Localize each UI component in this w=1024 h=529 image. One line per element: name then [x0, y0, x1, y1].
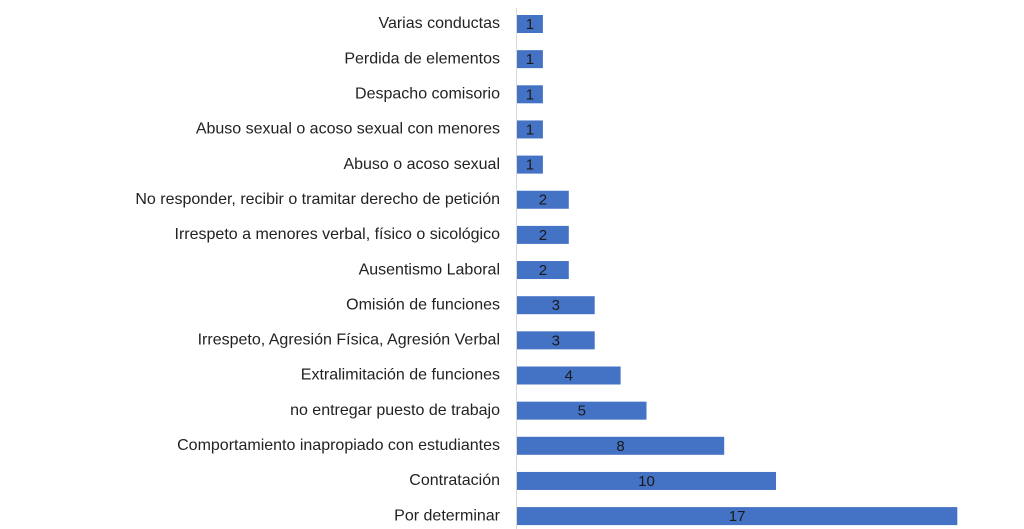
y-tick-label: Omisión de funciones	[346, 296, 500, 313]
bar	[517, 471, 776, 490]
bar	[517, 225, 569, 244]
value-label: 3	[552, 297, 560, 314]
value-label: 1	[526, 157, 534, 174]
bar	[517, 50, 543, 69]
value-label: 2	[539, 227, 547, 244]
y-tick-label: no entregar puesto de trabajo	[290, 402, 500, 419]
value-label: 1	[526, 86, 534, 103]
y-tick-label: Abuso o acoso sexual	[343, 156, 500, 173]
bar	[517, 261, 569, 280]
y-tick-label: Contratación	[409, 472, 500, 489]
bar	[517, 15, 543, 33]
y-tick-label: Despacho comisorio	[355, 86, 500, 103]
bar	[517, 436, 725, 455]
y-tick-label: Perdida de elementos	[344, 50, 500, 67]
value-label: 5	[578, 403, 586, 420]
value-label: 2	[539, 192, 547, 209]
y-tick-label: Irrespeto a menores verbal, físico o sic…	[175, 226, 501, 243]
bar	[517, 507, 958, 526]
y-tick-label: Varias conductas	[378, 15, 500, 32]
value-label: 3	[552, 332, 560, 349]
value-label: 1	[526, 121, 534, 138]
y-tick-label: Por determinar	[394, 507, 500, 524]
y-tick-label: Comportamiento inapropiado con estudiant…	[177, 437, 500, 454]
y-tick-label: No responder, recibir o tramitar derecho…	[135, 191, 500, 208]
bar	[517, 155, 543, 174]
value-label: 2	[539, 262, 547, 279]
value-label: 8	[616, 438, 624, 455]
y-tick-label: Extralimitación de funciones	[301, 367, 500, 384]
value-label: 10	[638, 473, 655, 490]
value-label: 17	[729, 508, 746, 525]
value-label: 1	[526, 16, 534, 33]
bar	[517, 296, 595, 315]
bar	[517, 331, 595, 350]
y-tick-label: Ausentismo Laboral	[359, 261, 500, 278]
bar	[517, 190, 569, 209]
value-label: 1	[526, 51, 534, 68]
y-tick-label: Irrespeto, Agresión Física, Agresión Ver…	[198, 332, 500, 349]
value-label: 4	[565, 367, 573, 384]
bar	[517, 366, 621, 385]
bar	[517, 401, 647, 420]
bar	[517, 85, 543, 104]
y-tick-label: Abuso sexual o acoso sexual con menores	[196, 121, 500, 138]
bar	[517, 120, 543, 139]
